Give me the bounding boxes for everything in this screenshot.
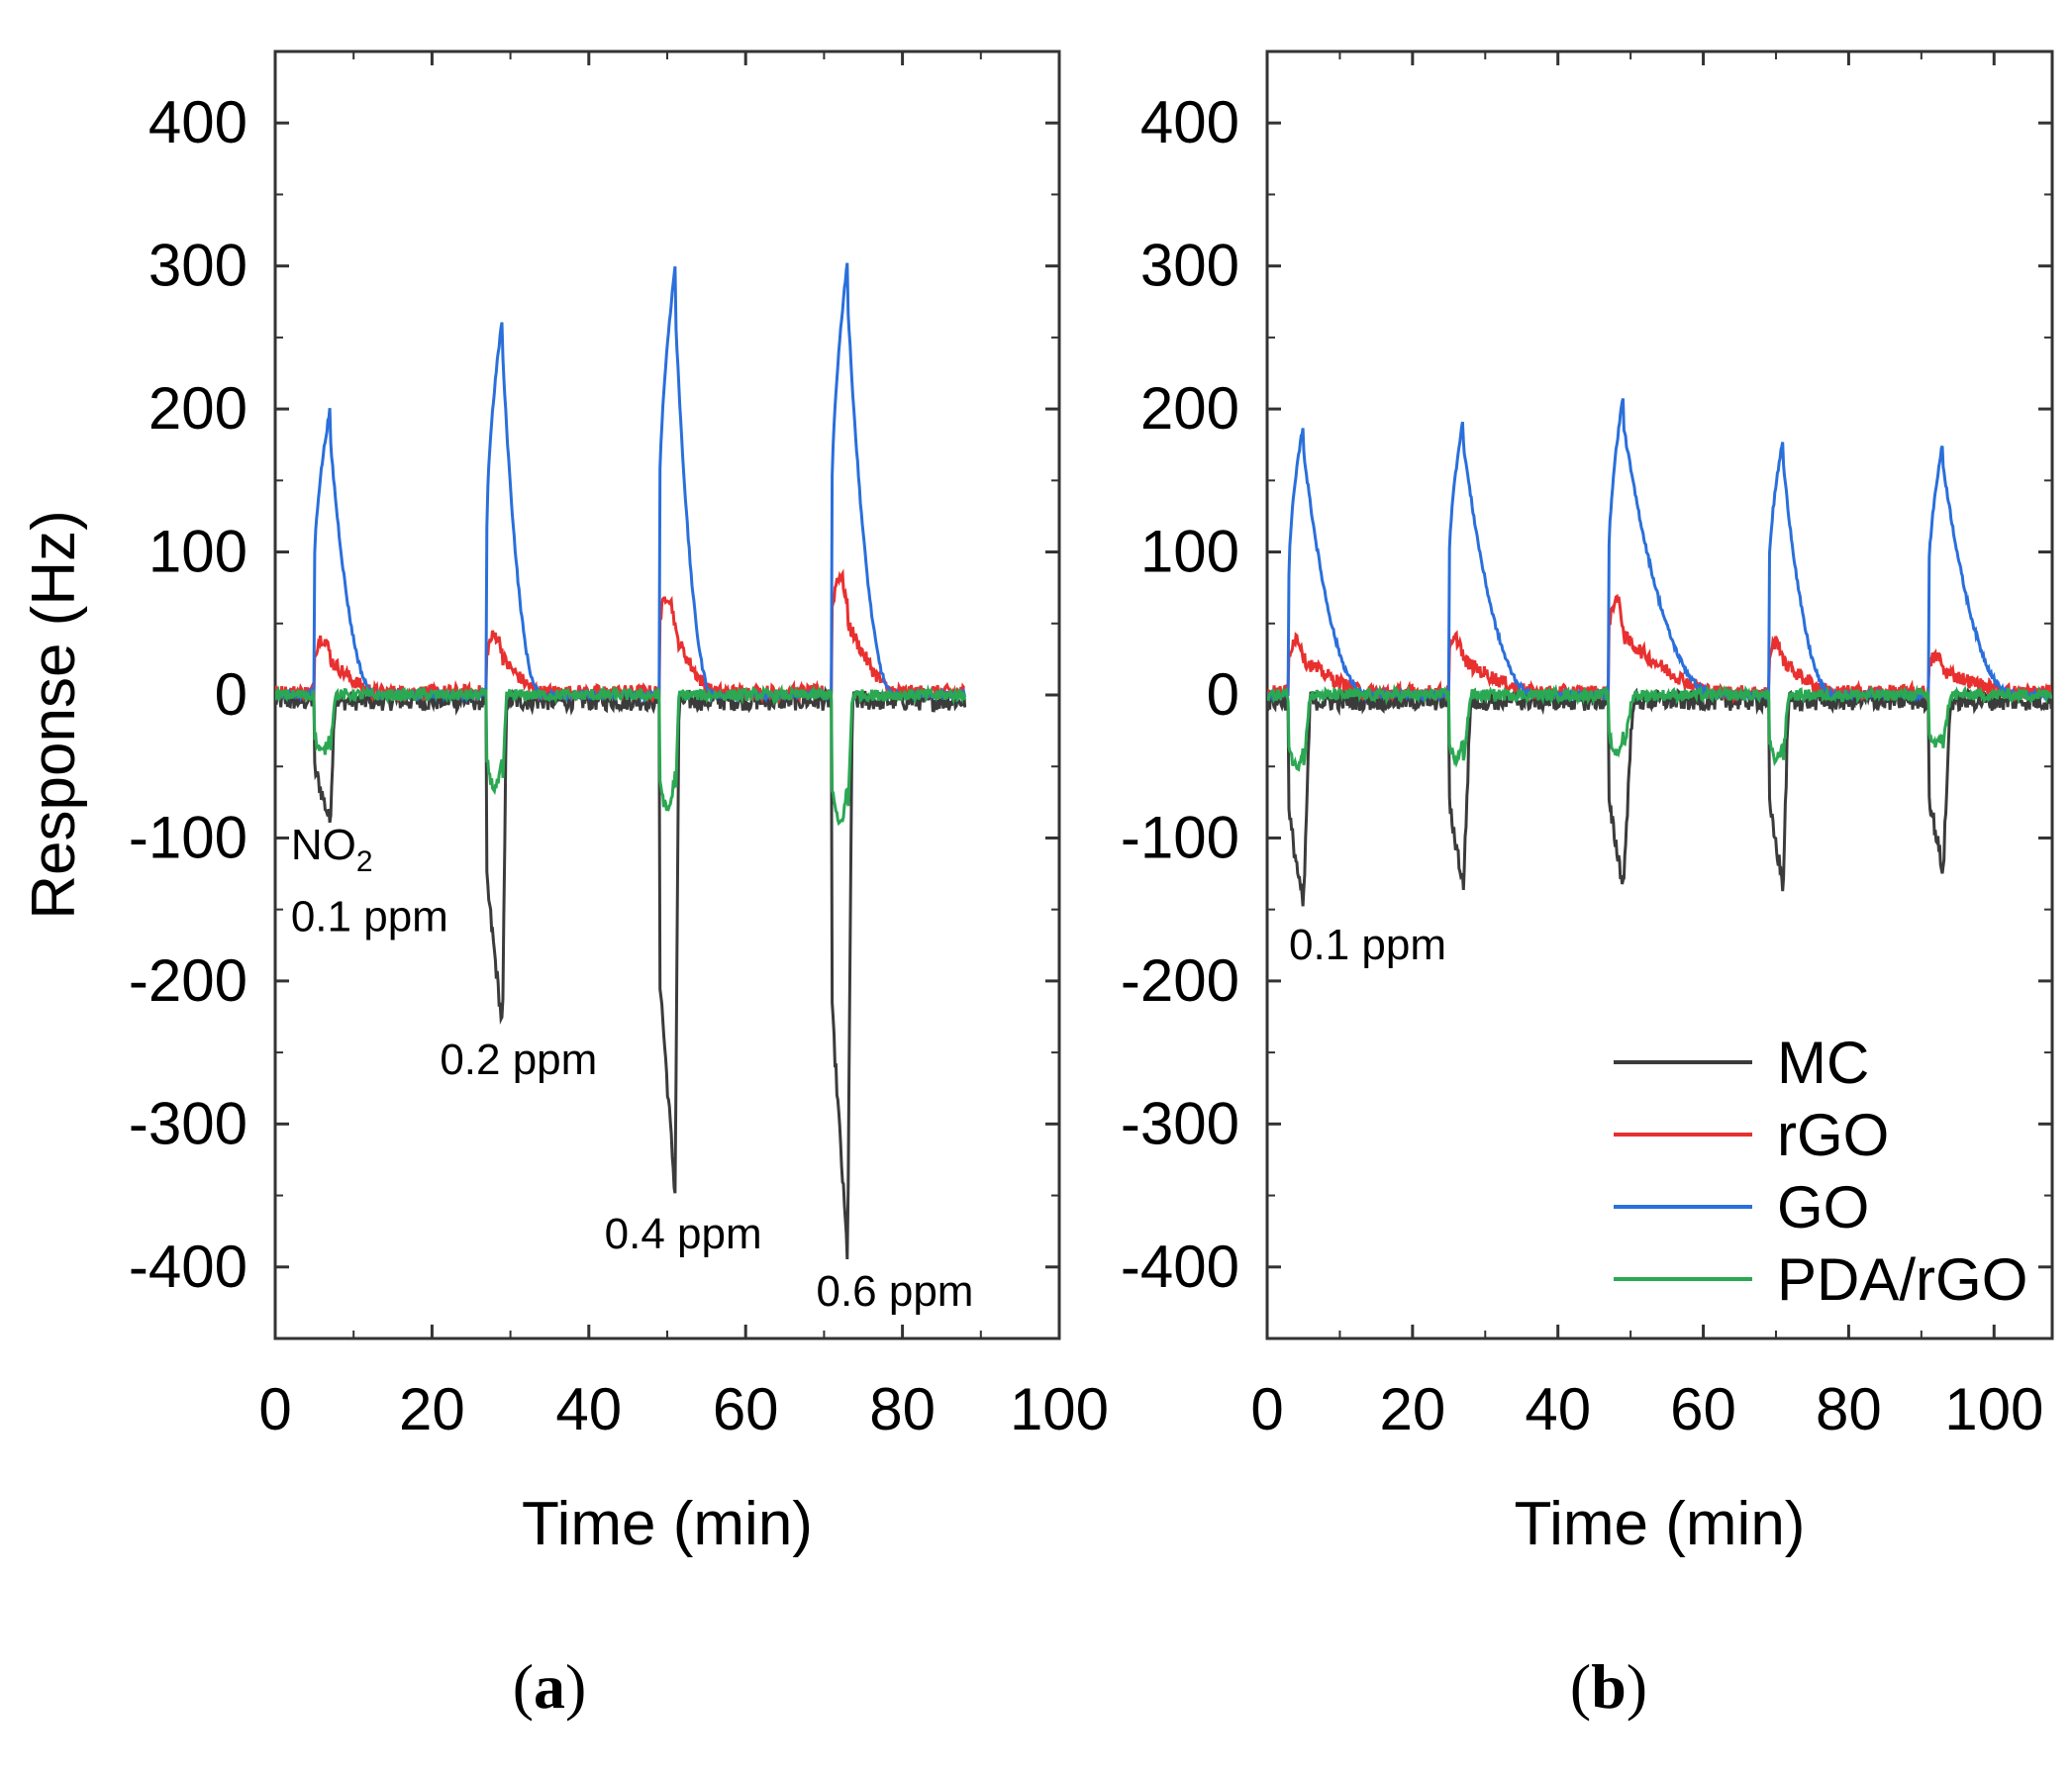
panel-b-chart: 400 300 200 100 0 -100 -200 -300 -400 0 20 40 60 80 10… <box>1121 49 2054 1558</box>
y-tick-label: -400 <box>1121 1234 1239 1300</box>
y-tick-label: -400 <box>129 1234 247 1300</box>
annotation-label: 0.1 ppm <box>1289 921 1446 969</box>
x-tick-label: 0 <box>258 1376 291 1442</box>
series-line-rgo <box>275 568 965 705</box>
legend-label: PDA/rGO <box>1777 1246 2027 1313</box>
annotation-label: NO2 <box>291 821 373 878</box>
annotation-label: 0.2 ppm <box>440 1036 597 1084</box>
x-tick-label: 20 <box>1379 1376 1445 1442</box>
annotation-label: 0.1 ppm <box>291 892 448 940</box>
y-tick-label: -300 <box>1121 1090 1239 1156</box>
y-tick-label: 200 <box>148 375 247 442</box>
series-line-rgo <box>1267 593 2052 705</box>
panel-a-label: (a) <box>513 1651 587 1722</box>
x-tick-label: 60 <box>713 1376 779 1442</box>
panel-b-label: (b) <box>1570 1651 1647 1722</box>
y-tick-label: -100 <box>1121 804 1239 870</box>
x-tick-label: 40 <box>1525 1376 1591 1442</box>
y-tick-label: 0 <box>215 661 247 728</box>
x-tick-label: 80 <box>1816 1376 1882 1442</box>
series-line-pda-rgo <box>1267 683 2052 772</box>
annotation-label: 0.4 ppm <box>605 1210 762 1258</box>
y-tick-label: 300 <box>148 233 247 299</box>
y-tick-label: -100 <box>129 804 247 870</box>
y-tick-label: 400 <box>148 89 247 155</box>
x-tick-label: 80 <box>869 1376 936 1442</box>
y-tick-label: 100 <box>1140 519 1239 585</box>
y-tick-label: -200 <box>1121 947 1239 1014</box>
x-tick-label: 100 <box>1010 1376 1109 1442</box>
legend-label: rGO <box>1777 1102 1889 1168</box>
y-tick-label: 400 <box>1140 89 1239 155</box>
y-tick-label: -200 <box>129 947 247 1014</box>
y-tick-label: 300 <box>1140 233 1239 299</box>
legend-label: GO <box>1777 1174 1869 1240</box>
series-line-mc <box>1267 686 2052 907</box>
y-tick-label: 200 <box>1140 375 1239 442</box>
y-tick-label: -300 <box>129 1090 247 1156</box>
x-tick-label: 60 <box>1670 1376 1736 1442</box>
x-tick-label: 100 <box>1944 1376 2043 1442</box>
y-tick-label: 100 <box>148 519 247 585</box>
y-tick-label: 0 <box>1207 661 1239 728</box>
legend-label: MC <box>1777 1030 1869 1096</box>
y-axis-title: Response (Hz) <box>20 510 88 919</box>
x-axis-title: Time (min) <box>1515 1490 1806 1558</box>
series-line-go <box>275 262 967 704</box>
x-tick-label: 0 <box>1250 1376 1283 1442</box>
x-tick-label: 20 <box>399 1376 465 1442</box>
series-line-mc <box>275 685 967 1260</box>
panel-a-chart: 400 300 200 100 0 -100 -200 -300 -400 0 20 40 60 80 10… <box>20 49 1109 1558</box>
annotation-label: 0.6 ppm <box>816 1267 973 1316</box>
x-axis-title: Time (min) <box>522 1490 813 1558</box>
series-line-pda-rgo <box>275 683 967 827</box>
x-tick-label: 40 <box>555 1376 622 1442</box>
